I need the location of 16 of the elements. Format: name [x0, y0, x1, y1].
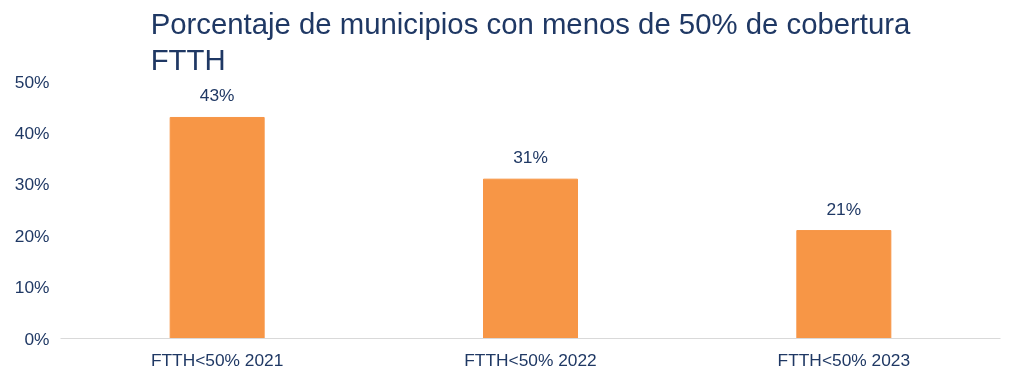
- y-tick-label: 50%: [14, 71, 50, 92]
- y-tick-label: 0%: [24, 328, 50, 349]
- y-tick-label: 10%: [14, 277, 50, 298]
- data-label: 31%: [513, 147, 548, 168]
- y-tick-label: 20%: [14, 225, 50, 246]
- y-tick-label: 30%: [14, 174, 50, 195]
- bar: [483, 178, 578, 339]
- x-tick-label: FTTH<50% 2023: [777, 349, 911, 370]
- data-label: 21%: [826, 198, 862, 219]
- x-tick-label: FTTH<50% 2022: [464, 349, 597, 370]
- y-tick-label: 40%: [14, 122, 50, 143]
- bar: [169, 116, 265, 339]
- x-tick-label: FTTH<50% 2021: [150, 349, 284, 370]
- chart-title: Porcentaje de municipios con menos de 50% de cobertura FTTH: [150, 7, 912, 77]
- data-label: 43%: [199, 85, 235, 106]
- bar: [796, 230, 892, 339]
